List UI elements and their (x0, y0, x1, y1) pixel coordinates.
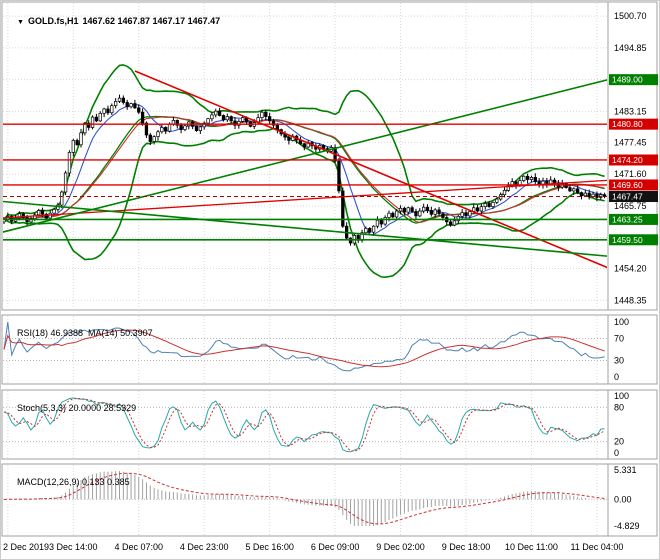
price-badge-bg (609, 118, 658, 130)
ma-slow-line (3, 116, 605, 224)
bollinger-lower (3, 127, 605, 279)
macd-signal-line (3, 472, 605, 525)
trendline[interactable] (0, 79, 612, 233)
trendline[interactable] (0, 179, 612, 219)
price-badge-label: 1469.60 (612, 180, 643, 190)
price-badge-bg (609, 179, 658, 191)
price-tick-label: 1494.85 (614, 43, 647, 53)
price-tick-label: 1500.70 (614, 11, 647, 21)
stoch-k-line (3, 397, 605, 453)
ohlc-values: 1467.62 1467.87 1467.17 1467.47 (82, 16, 221, 26)
candles (3, 94, 607, 246)
date-label: 9 Dec 02:00 (376, 542, 425, 552)
price-badge-bg (609, 213, 658, 225)
price-axis[interactable]: 1500.70 1494.85 1483.15 1477.45 1471.60 1465.… (609, 11, 658, 305)
trendline[interactable] (0, 200, 612, 257)
date-label: 11 Dec 04:00 (570, 542, 623, 552)
rsi-header-label: RSI(18) 46.9388 MA(14) 50.3907 (17, 328, 153, 338)
date-label: 6 Dec 09:00 (311, 542, 360, 552)
price-badge-label: 1474.20 (612, 155, 643, 165)
macd-histogram (7, 471, 606, 526)
rsi-line (3, 321, 605, 372)
price-badge-bg (609, 191, 658, 203)
price-badge-bg (609, 234, 658, 246)
indicator-tick-label: 100 (614, 317, 629, 327)
price-tick-label: 1483.15 (614, 106, 647, 116)
price-tick-label: 1454.20 (614, 264, 647, 274)
indicator-tick-label: 80 (614, 402, 624, 412)
price-badge-bg (609, 74, 658, 86)
trendline[interactable] (134, 70, 612, 270)
date-label: 5 Dec 16:00 (245, 542, 294, 552)
indicator-tick-label: 0 (614, 448, 619, 458)
price-badge-label: 1467.47 (612, 192, 643, 202)
dropdown-arrow-icon[interactable]: ▼ (17, 19, 24, 26)
date-label: 4 Dec 23:00 (180, 542, 229, 552)
price-tick-label: 1448.35 (614, 295, 647, 305)
price-badge-bg (609, 154, 658, 166)
main-plot (0, 64, 612, 279)
indicator-tick-label: 100 (614, 391, 629, 401)
date-label: 9 Dec 18:00 (442, 542, 491, 552)
price-tick-label: 1477.45 (614, 137, 647, 147)
price-tick-label: 1471.60 (614, 169, 647, 179)
macd-header-label: MACD(12,26,9) 0.133 0.385 (17, 477, 130, 487)
stoch-header: Stoch(5,3,3) 20.0000 28.5329 (7, 393, 140, 423)
macd-header: MACD(12,26,9) 0.133 0.385 (7, 467, 134, 497)
indicator-tick-label: 0.00 (614, 494, 632, 504)
price-badge-label: 1459.50 (612, 235, 643, 245)
stoch-header-label: Stoch(5,3,3) 20.0000 28.5329 (17, 403, 137, 413)
date-label: 2 Dec 2019 (3, 542, 49, 552)
indicator-tick-label: -4.829 (614, 521, 640, 531)
date-label: 10 Dec 11:00 (505, 542, 558, 552)
price-badge-label: 1489.00 (612, 75, 643, 85)
rsi-ma-line (3, 329, 605, 368)
gridlines (3, 3, 607, 535)
date-axis[interactable]: 2 Dec 2019 3 Dec 14:00 4 Dec 07:00 4 Dec 23… (3, 542, 623, 552)
indicator-tick-label: 30 (614, 356, 624, 366)
date-label: 4 Dec 07:00 (114, 542, 163, 552)
price-badge-label: 1463.25 (612, 214, 643, 224)
price-badge-label: 1480.80 (612, 119, 643, 129)
indicator-tick-label: 5.331 (614, 465, 637, 475)
indicator-tick-label: 0 (614, 372, 619, 382)
date-label: 3 Dec 14:00 (49, 542, 98, 552)
symbol-label: GOLD.fs,H1 (27, 16, 79, 26)
rsi-header: RSI(18) 46.9388 MA(14) 50.3907 (7, 318, 157, 348)
chart-title: ▼ GOLD.fs,H1 1467.62 1467.87 1467.17 1467.… (7, 6, 224, 36)
indicator-tick-label: 20 (614, 437, 624, 447)
indicator-tick-label: 70 (614, 334, 624, 344)
price-tick-label: 1465.75 (614, 201, 647, 211)
